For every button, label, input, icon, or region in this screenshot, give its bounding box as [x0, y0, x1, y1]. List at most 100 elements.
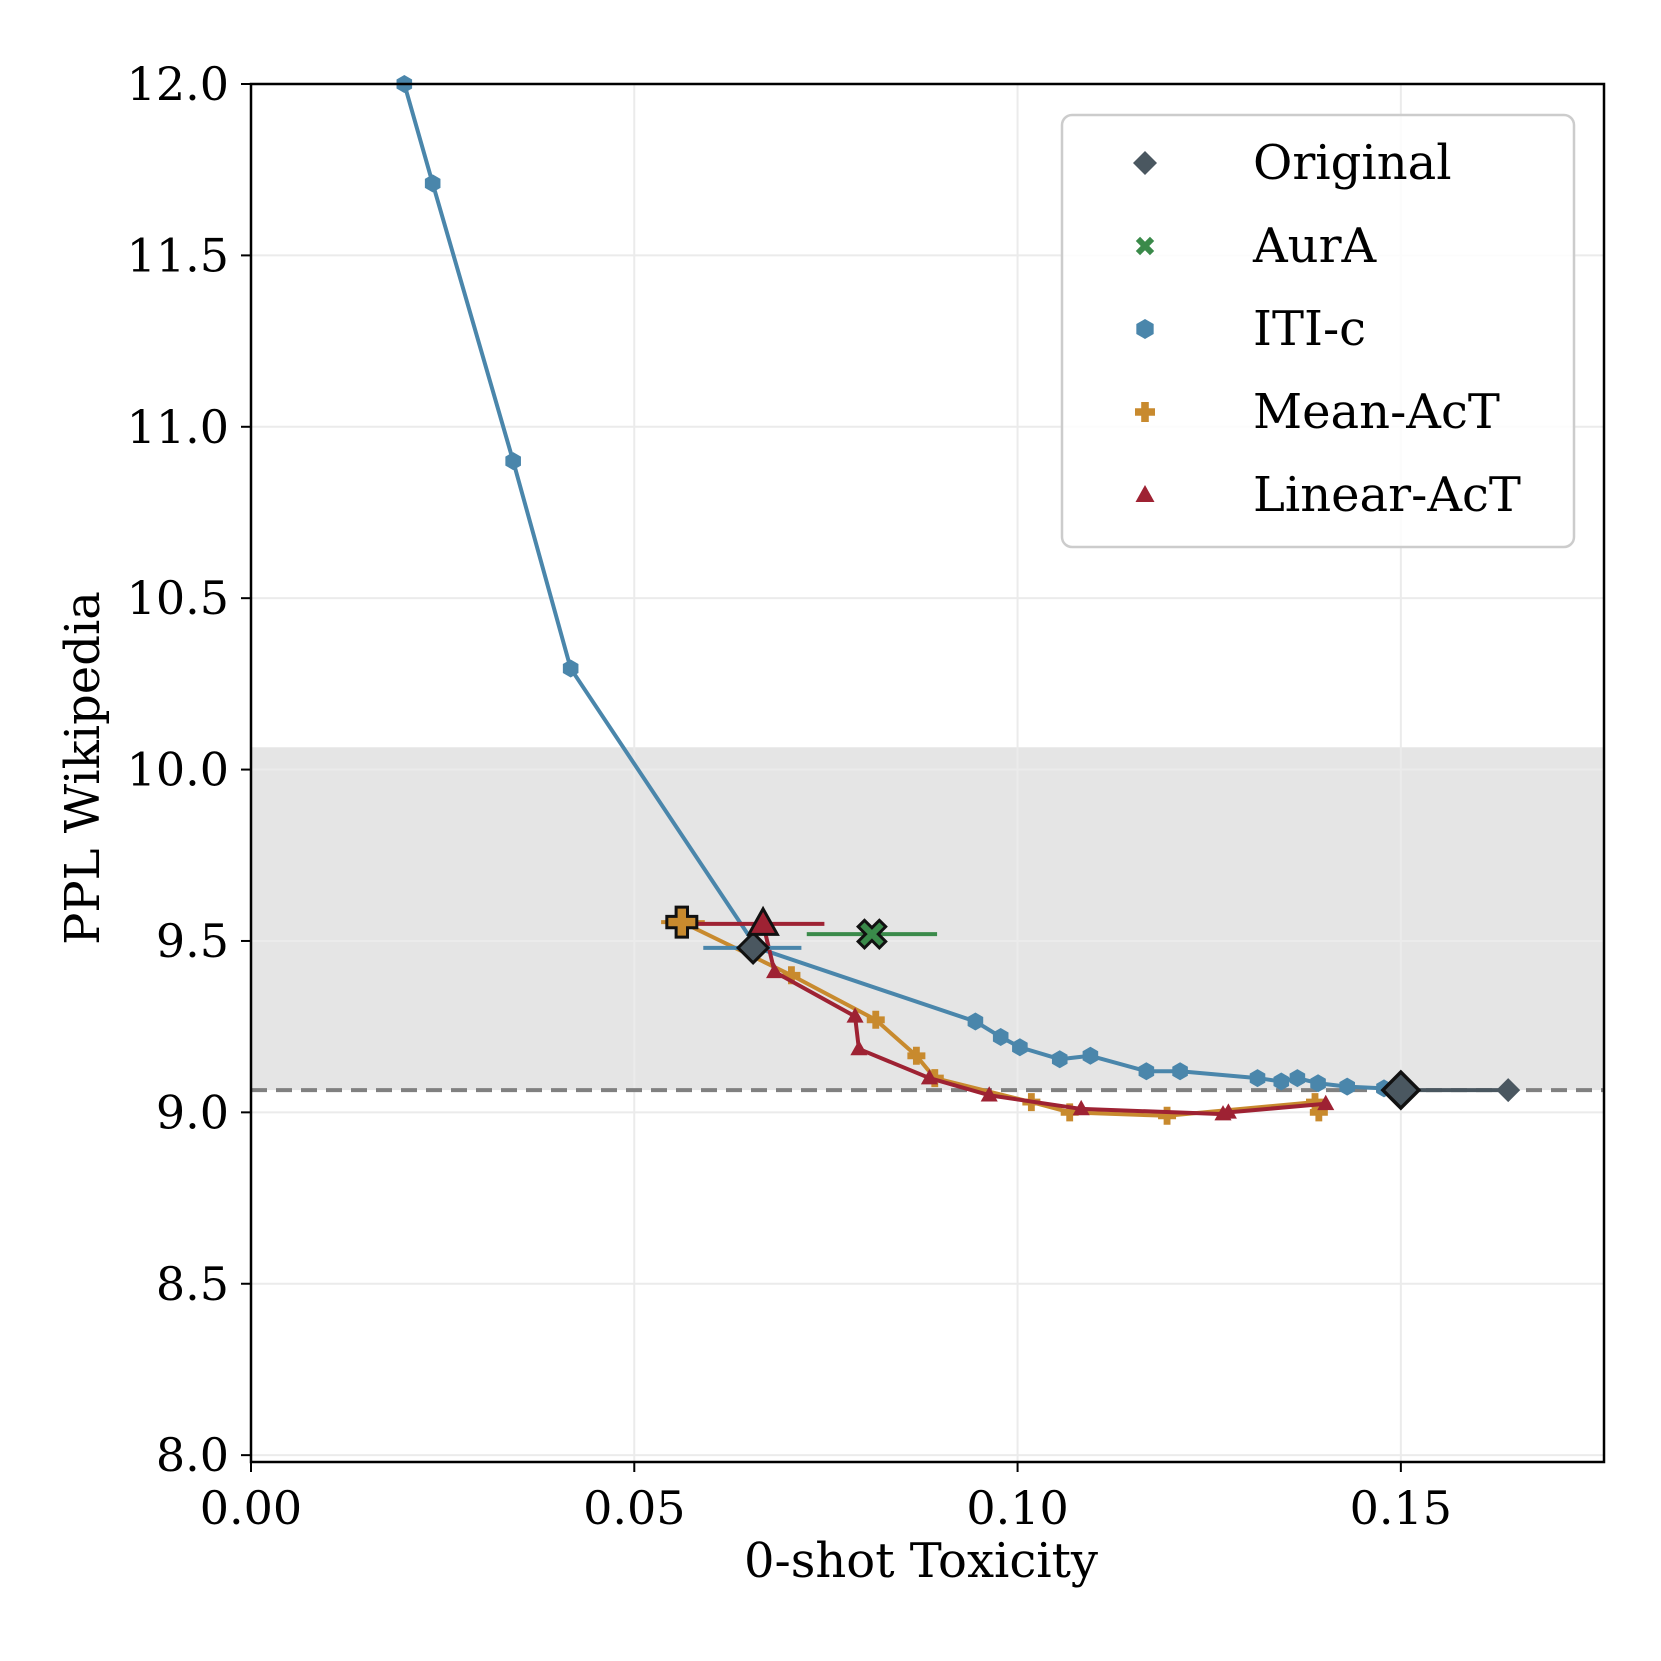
y-axis-label: PPL Wikipedia [55, 591, 111, 945]
point-iti-c-shape [1012, 1038, 1028, 1057]
point-mean-act-shape [1158, 1106, 1177, 1125]
point-mean-act [866, 1010, 885, 1029]
point-linear-act-shape [920, 1069, 938, 1085]
point-linear-act [1317, 1094, 1335, 1111]
point-iti-c [562, 659, 579, 678]
point-linear-act-shape [980, 1086, 998, 1102]
point-linear-act [980, 1086, 998, 1102]
x-tick-label: 0.10 [966, 1481, 1068, 1535]
legend-label-linear-act: Linear-AcT [1253, 467, 1521, 523]
legend-marker-linear-act-shape [1135, 485, 1155, 502]
point-iti-c [967, 1012, 984, 1031]
highlight-linear-act-shape [746, 905, 780, 936]
point-linear-act-shape [766, 962, 784, 979]
point-iti-c [1138, 1062, 1155, 1081]
highlight-iti-c-shape [735, 930, 771, 965]
point-mean-act [1158, 1106, 1177, 1125]
point-linear-act-shape [1219, 1103, 1237, 1119]
point-iti-c [424, 174, 441, 193]
series-linear-act [754, 914, 1335, 1121]
legend-label-mean-act: Mean-AcT [1253, 384, 1500, 440]
y-tick-label: 8.5 [156, 1257, 229, 1311]
legend-marker-iti-c [1136, 319, 1154, 339]
point-mean-act [1309, 1103, 1328, 1122]
highlight-aura [856, 918, 888, 951]
x-tick-label: 0.15 [1350, 1481, 1452, 1535]
highlight-mean-act-shape [665, 905, 699, 939]
y-tick-label: 10.0 [127, 743, 229, 797]
x-tick-label: 0.00 [200, 1481, 302, 1535]
y-tick-label: 9.0 [156, 1085, 229, 1139]
point-iti-c [1082, 1046, 1099, 1065]
axes-layer: 0.00 0.05 0.10 0.15 8.0 8.5 9.0 9.5 10.0 10.5 11.0… [127, 57, 1606, 1535]
legend: Original AurA ITI-c Mean-AcT Linear-AcT [1060, 113, 1576, 549]
y-tick-label: 10.5 [127, 571, 229, 625]
point-iti-c-shape [1082, 1046, 1099, 1065]
point-iti-c [1172, 1062, 1188, 1081]
x-axis-label: 0-shot Toxicity [744, 1533, 1098, 1589]
point-iti-c-shape [1310, 1074, 1326, 1093]
plot-frame [249, 82, 1606, 1464]
point-iti-c [1289, 1069, 1306, 1088]
point-linear-act [1219, 1103, 1237, 1119]
point-iti-c-shape [1249, 1069, 1266, 1088]
point-iti-c [1249, 1069, 1266, 1088]
point-iti-c-shape [1273, 1072, 1290, 1091]
point-mean-act [782, 966, 801, 985]
y-tick-label: 9.5 [156, 914, 229, 968]
highlight-original-shape [1380, 1069, 1422, 1111]
point-mean-act-shape [866, 1010, 885, 1029]
point-original-shape [1496, 1078, 1521, 1103]
series-line-mean-act [680, 920, 1321, 1118]
point-iti-c [992, 1027, 1009, 1046]
highlight-aura-shape [856, 918, 888, 951]
point-mean-act [1060, 1103, 1079, 1122]
legend-marker-aura [1135, 236, 1155, 256]
tolerance-band [251, 747, 1604, 1091]
y-tick-label: 12.0 [127, 57, 229, 111]
highlight-original [1380, 1069, 1422, 1111]
legend-marker-original-shape [1133, 151, 1157, 175]
point-iti-c [1012, 1038, 1028, 1057]
point-iti-c-shape [1051, 1050, 1068, 1069]
point-mean-act-shape [1306, 1093, 1325, 1112]
y-tick-label: 8.0 [156, 1428, 229, 1482]
legend-marker-mean-act [1135, 402, 1155, 422]
point-iti-c-shape [424, 174, 441, 193]
legend-marker-mean-act-shape [1135, 402, 1155, 422]
legend-marker-linear-act [1135, 485, 1155, 502]
point-linear-act [920, 1069, 938, 1085]
point-iti-c-shape [562, 659, 579, 678]
data-layer [251, 75, 1604, 1125]
point-iti-c-shape [1289, 1069, 1306, 1088]
point-iti-c [1273, 1072, 1290, 1091]
legend-label-original: Original [1253, 135, 1452, 191]
point-linear-act [850, 1039, 868, 1056]
highlight-linear-act [746, 905, 780, 936]
point-linear-act-shape [850, 1039, 868, 1056]
point-iti-c-shape [505, 452, 521, 471]
point-iti-c [1310, 1074, 1326, 1093]
point-linear-act [766, 962, 784, 979]
point-linear-act-shape [1317, 1094, 1335, 1111]
point-iti-c-shape [1172, 1062, 1188, 1081]
point-linear-act-shape [846, 1007, 864, 1023]
point-mean-act [1306, 1093, 1325, 1112]
point-iti-c-shape [967, 1012, 984, 1031]
point-mean-act [907, 1046, 926, 1065]
y-tick-label: 11.5 [127, 228, 229, 282]
legend-marker-aura-shape [1135, 236, 1155, 256]
point-linear-act-shape [1072, 1099, 1090, 1116]
point-original [1496, 1078, 1521, 1103]
y-tick-label: 11.0 [127, 400, 229, 454]
highlight-mean-act [665, 905, 699, 939]
point-mean-act-shape [782, 966, 801, 985]
point-iti-c-shape [1138, 1062, 1155, 1081]
x-tick-label: 0.05 [583, 1481, 685, 1535]
legend-label-aura: AurA [1252, 218, 1378, 274]
series-iti-c [396, 75, 1392, 1098]
point-iti-c [505, 452, 521, 471]
point-linear-act [1072, 1099, 1090, 1116]
highlight-iti-c [735, 930, 771, 965]
